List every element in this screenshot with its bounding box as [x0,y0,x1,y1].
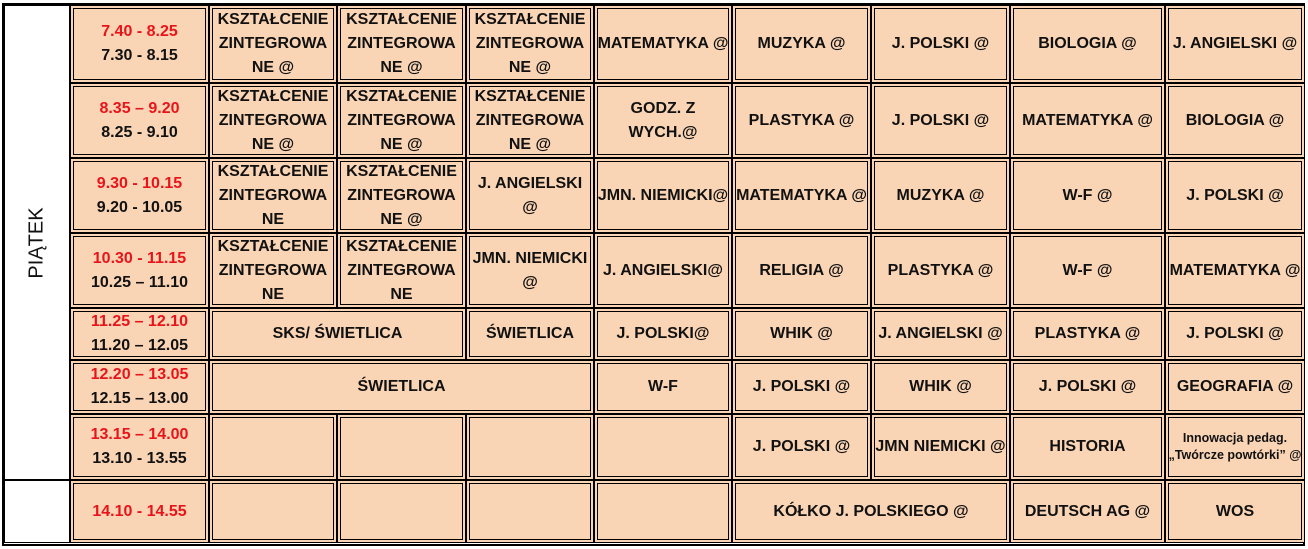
lesson-cell: J. ANGIELSKI @ [1165,5,1305,83]
empty-cell [594,480,732,543]
lesson-cell: KSZTAŁCENIE ZINTEGROWA NE @ [466,83,594,158]
lesson-cell: PLASTYKA @ [871,233,1010,308]
empty-cell [466,414,594,480]
lesson-cell: KSZTAŁCENIE ZINTEGROWA NE [209,233,337,308]
time-alt: 7.30 - 8.15 [101,47,178,64]
day-label: PIĄTEK [26,206,49,279]
time-bell: 12.20 – 13.05 [90,366,189,383]
lesson-cell: DEUTSCH AG @ [1010,480,1165,543]
lesson-cell: J. ANGIELSKI @ [466,158,594,233]
lesson-cell: W-F @ [1010,233,1165,308]
lesson-cell: MUZYKA @ [732,5,871,83]
lesson-cell: MATEMATYKA @ [594,5,732,83]
lesson-cell: WHIK @ [871,360,1010,414]
lesson-cell: Innowacja pedag. „Twórcze powtórki” @ [1165,414,1305,480]
time-bell: 14.10 - 14.55 [92,502,187,520]
lesson-cell: ŚWIETLICA [209,360,594,414]
time-alt: 11.20 – 12.05 [91,337,188,354]
lesson-cell: GODZ. Z WYCH.@ [594,83,732,158]
time-cell: 13.15 – 14.00 13.10 - 13.55 [70,414,209,480]
lesson-cell: J. ANGIELSKI @ [871,308,1010,360]
lesson-cell: KÓŁKO J. POLSKIEGO @ [732,480,1010,543]
lesson-cell: MUZYKA @ [871,158,1010,233]
lesson-cell: KSZTAŁCENIE ZINTEGROWA NE @ [337,83,466,158]
time-bell: 7.40 - 8.25 [101,23,178,40]
lesson-cell: W-F [594,360,732,414]
lesson-cell: J. POLSKI@ [594,308,732,360]
time-alt: 12.15 – 13.00 [90,390,189,407]
lesson-cell: BIOLOGIA @ [1010,5,1165,83]
time-bell: 13.15 – 14.00 [90,426,189,443]
time-bell: 9.30 - 10.15 [96,174,183,192]
time-alt: 9.20 - 10.05 [96,198,183,216]
lesson-cell: J. POLSKI @ [732,414,871,480]
lesson-cell: KSZTAŁCENIE ZINTEGROWA NE @ [209,83,337,158]
day-cell: PIĄTEK [4,5,70,480]
lesson-cell: HISTORIA [1010,414,1165,480]
lesson-cell: ŚWIETLICA [466,308,594,360]
time-cell: 7.40 - 8.25 7.30 - 8.15 [70,5,209,83]
lesson-cell: J. POLSKI @ [732,360,871,414]
lesson-cell: J. ANGIELSKI@ [594,233,732,308]
lesson-cell: KSZTAŁCENIE ZINTEGROWA NE @ [466,5,594,83]
lesson-cell: MATEMATYKA @ [732,158,871,233]
lesson-cell: J. POLSKI @ [871,5,1010,83]
empty-cell [209,480,337,543]
lesson-cell: WOS [1165,480,1305,543]
time-alt: 8.25 - 9.10 [101,123,178,141]
lesson-cell: GEOGRAFIA @ [1165,360,1305,414]
lesson-cell: KSZTAŁCENIE ZINTEGROWA NE @ [337,158,466,233]
lesson-cell: RELIGIA @ [732,233,871,308]
lesson-cell: KSZTAŁCENIE ZINTEGROWA NE @ [337,5,466,83]
lesson-cell: J. POLSKI @ [1010,360,1165,414]
lesson-cell: BIOLOGIA @ [1165,83,1305,158]
lesson-cell: JMN. NIEMICKI@ [594,158,732,233]
timetable: PIĄTEK 7.40 - 8.25 7.30 - 8.15 KSZTAŁCENIE… [2,3,1305,546]
time-alt: 13.10 - 13.55 [92,450,187,467]
time-bell: 8.35 – 9.20 [99,99,180,117]
time-cell: 14.10 - 14.55 [70,480,209,543]
lesson-cell: J. POLSKI @ [1165,158,1305,233]
time-cell: 8.35 – 9.20 8.25 - 9.10 [70,83,209,158]
lesson-cell: KSZTAŁCENIE ZINTEGROWA NE [337,233,466,308]
empty-cell [337,480,466,543]
lesson-cell: J. POLSKI @ [871,83,1010,158]
lesson-cell: PLASTYKA @ [1010,308,1165,360]
lesson-cell: J. POLSKI @ [1165,308,1305,360]
time-bell: 11.25 – 12.10 [91,313,188,330]
lesson-cell: MATEMATYKA @ [1010,83,1165,158]
time-bell: 10.30 - 11.15 [92,249,187,267]
time-cell: 9.30 - 10.15 9.20 - 10.05 [70,158,209,233]
lesson-cell: W-F @ [1010,158,1165,233]
lesson-cell: KSZTAŁCENIE ZINTEGROWA NE [209,158,337,233]
time-cell: 12.20 – 13.05 12.15 – 13.00 [70,360,209,414]
empty-cell [594,414,732,480]
lesson-cell: SKS/ ŚWIETLICA [209,308,466,360]
lesson-cell: MATEMATYKA @ [1165,233,1305,308]
time-alt: 10.25 – 11.10 [91,273,188,291]
empty-cell [209,414,337,480]
lesson-cell: JMN. NIEMICKI @ [466,233,594,308]
empty-cell [466,480,594,543]
lesson-cell: KSZTAŁCENIE ZINTEGROWA NE @ [209,5,337,83]
lesson-cell: PLASTYKA @ [732,83,871,158]
time-cell: 10.30 - 11.15 10.25 – 11.10 [70,233,209,308]
lesson-cell: WHIK @ [732,308,871,360]
time-cell: 11.25 – 12.10 11.20 – 12.05 [70,308,209,360]
empty-cell [337,414,466,480]
day-cell-empty [4,480,70,543]
lesson-cell: JMN NIEMICKI @ [871,414,1010,480]
